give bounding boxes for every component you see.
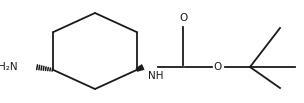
- Text: O: O: [214, 62, 222, 72]
- Text: O: O: [179, 13, 187, 23]
- Text: NH: NH: [148, 71, 164, 81]
- Text: H₂N: H₂N: [0, 62, 18, 72]
